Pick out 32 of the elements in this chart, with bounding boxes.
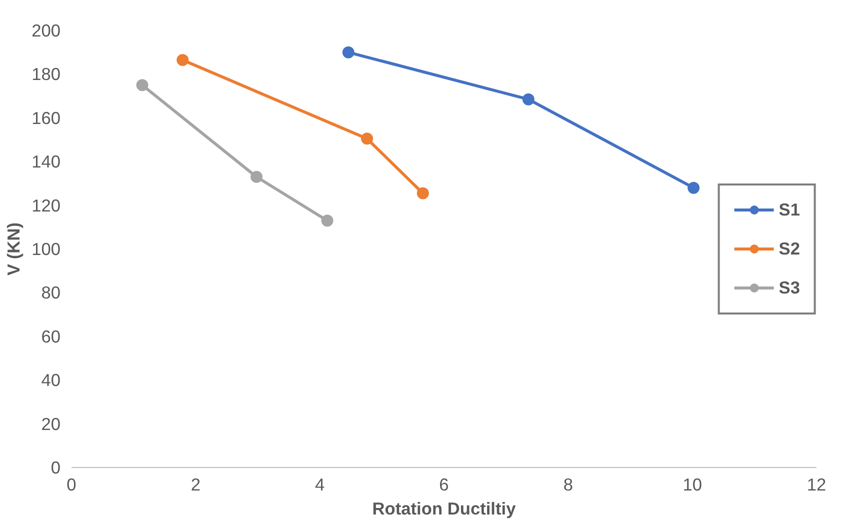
y-axis-title: V (KN) xyxy=(4,222,24,276)
x-tick-label: 6 xyxy=(439,474,449,494)
x-tick-label: 2 xyxy=(190,474,200,494)
x-tick-label: 12 xyxy=(806,474,826,494)
x-tick-label: 10 xyxy=(682,474,702,494)
y-tick-label: 40 xyxy=(41,370,61,390)
x-tick-label: 4 xyxy=(315,474,326,494)
point xyxy=(416,187,429,200)
legend-label: S3 xyxy=(778,277,800,298)
y-tick-label: 80 xyxy=(41,282,61,303)
point xyxy=(321,214,334,227)
y-tick-label: 100 xyxy=(32,239,61,259)
y-tick-label: 0 xyxy=(50,458,61,478)
point xyxy=(361,132,374,145)
y-tick-label: 180 xyxy=(32,64,61,84)
point xyxy=(342,46,354,58)
y-tick-label: 60 xyxy=(41,326,61,346)
y-tick-label: 20 xyxy=(41,414,61,434)
point xyxy=(250,170,263,183)
y-tick-label: 160 xyxy=(32,108,61,128)
point xyxy=(176,54,189,66)
x-axis-title: Rotation Ductiltiy xyxy=(372,498,516,518)
y-tick-label: 200 xyxy=(32,20,61,40)
x-tick-label: 8 xyxy=(563,474,573,494)
legend-label: S2 xyxy=(778,238,800,259)
y-tick-label: 120 xyxy=(32,195,61,216)
y-tick-label: 140 xyxy=(32,152,61,172)
legend-label: S1 xyxy=(778,199,800,220)
point xyxy=(136,79,148,92)
x-tick-label: 0 xyxy=(66,474,76,494)
point xyxy=(522,93,534,106)
point xyxy=(688,182,700,194)
